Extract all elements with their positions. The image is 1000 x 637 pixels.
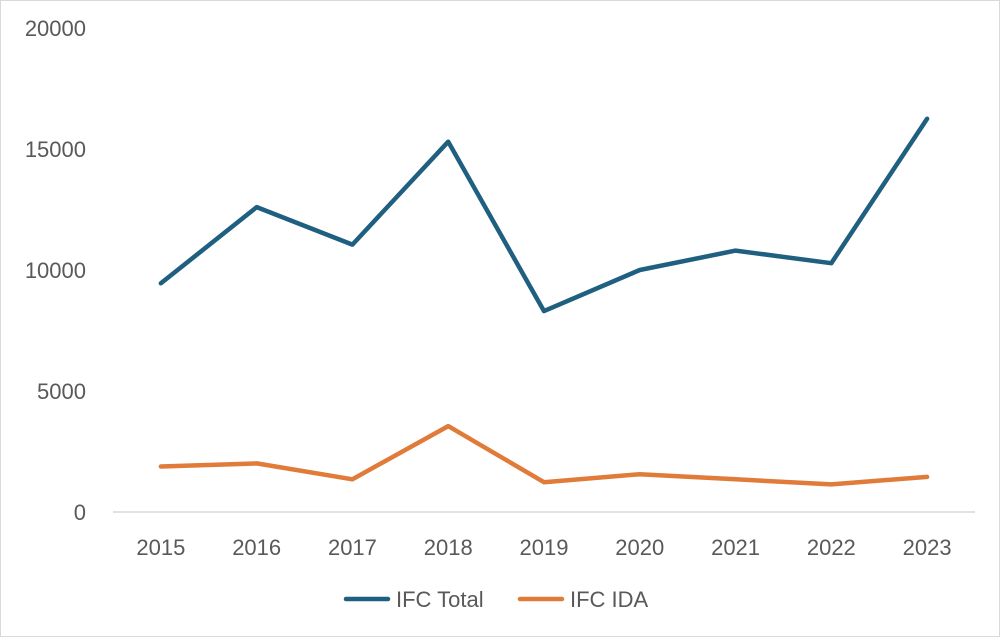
y-tick-label: 10000 [25,258,86,283]
x-tick-label: 2023 [903,535,952,560]
y-tick-label: 5000 [37,379,86,404]
series-line-ifc-ida [158,423,930,487]
series-lines [158,116,930,487]
legend-label: IFC Total [396,587,484,612]
y-tick-label: 20000 [25,16,86,41]
x-tick-label: 2015 [136,535,185,560]
x-tick-label: 2016 [232,535,281,560]
x-tick-label: 2019 [520,535,569,560]
x-tick-label: 2022 [807,535,856,560]
x-tick-label: 2017 [328,535,377,560]
x-tick-label: 2018 [424,535,473,560]
legend: IFC Total IFC IDA [343,587,649,612]
y-tick-label: 15000 [25,137,86,162]
x-tick-label: 2021 [711,535,760,560]
x-tick-label: 2020 [615,535,664,560]
legend-label: IFC IDA [570,587,649,612]
y-tick-label: 0 [74,500,86,525]
axes: 0 5000 10000 15000 20000 2015 2016 2017 2018 2019… [25,16,975,560]
series-line-ifc-total [158,116,930,314]
